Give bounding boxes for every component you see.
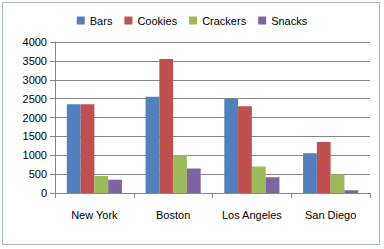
svg-text:1000: 1000 <box>23 149 47 161</box>
svg-text:1500: 1500 <box>23 130 47 142</box>
svg-text:Bars: Bars <box>90 15 113 27</box>
svg-text:San Diego: San Diego <box>305 209 356 221</box>
svg-text:3500: 3500 <box>23 55 47 67</box>
svg-text:New York: New York <box>71 209 118 221</box>
svg-text:500: 500 <box>29 168 47 180</box>
svg-text:0: 0 <box>41 187 47 199</box>
svg-text:Los Angeles: Los Angeles <box>222 209 282 221</box>
svg-text:Snacks: Snacks <box>271 15 308 27</box>
svg-text:Crackers: Crackers <box>202 15 247 27</box>
svg-text:4000: 4000 <box>23 36 47 48</box>
svg-text:Boston: Boston <box>156 209 190 221</box>
svg-text:3000: 3000 <box>23 74 47 86</box>
svg-text:Cookies: Cookies <box>137 15 177 27</box>
svg-text:2500: 2500 <box>23 93 47 105</box>
svg-text:2000: 2000 <box>23 112 47 124</box>
